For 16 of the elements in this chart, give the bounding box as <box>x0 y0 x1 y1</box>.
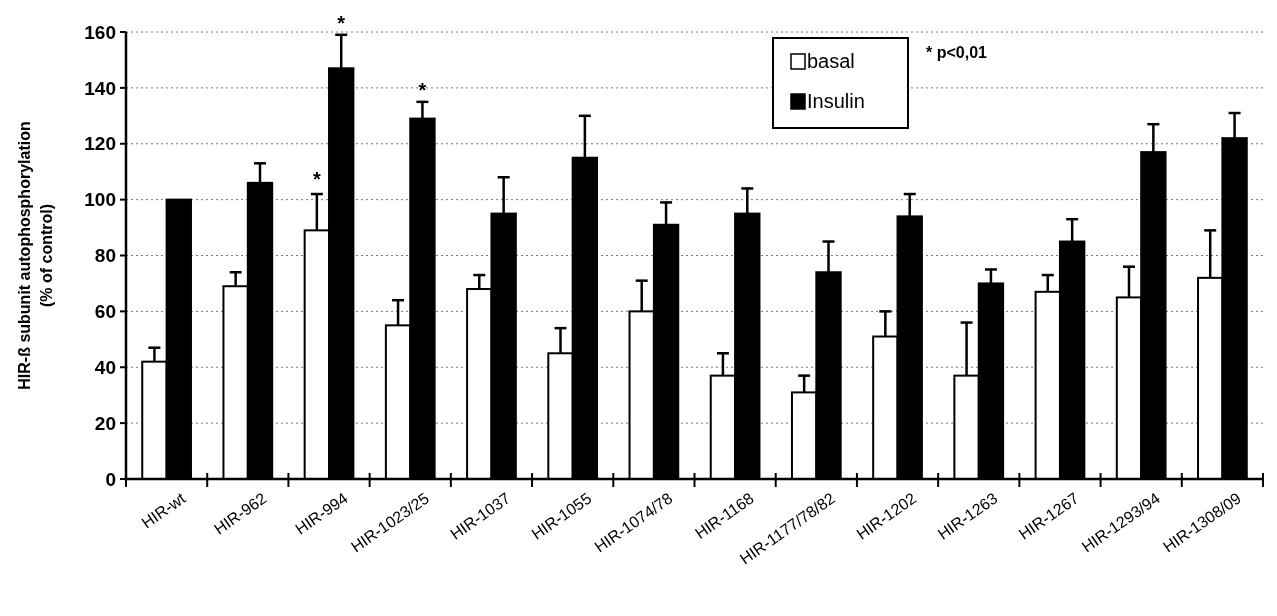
y-tick-label: 0 <box>105 468 116 490</box>
legend-label: Insulin <box>807 90 865 112</box>
annotation: * p<0,01 <box>926 44 988 61</box>
y-tick-label: 160 <box>84 21 116 43</box>
y-tick-label: 80 <box>94 245 116 267</box>
annotation: * <box>337 11 346 34</box>
y-tick-label: 60 <box>94 301 116 323</box>
y-axis-title: HIR-ß subunit autophosphorylation (% of control) <box>16 121 55 390</box>
y-tick-label: 140 <box>84 77 116 99</box>
y-tick-label: 20 <box>94 412 116 434</box>
legend-label: basal <box>807 50 855 72</box>
y-tick-label: 40 <box>94 356 116 378</box>
annotation: * <box>312 167 321 190</box>
y-tick-label: 100 <box>84 189 116 211</box>
annotation: * <box>418 78 427 101</box>
y-tick-label: 120 <box>84 133 116 155</box>
